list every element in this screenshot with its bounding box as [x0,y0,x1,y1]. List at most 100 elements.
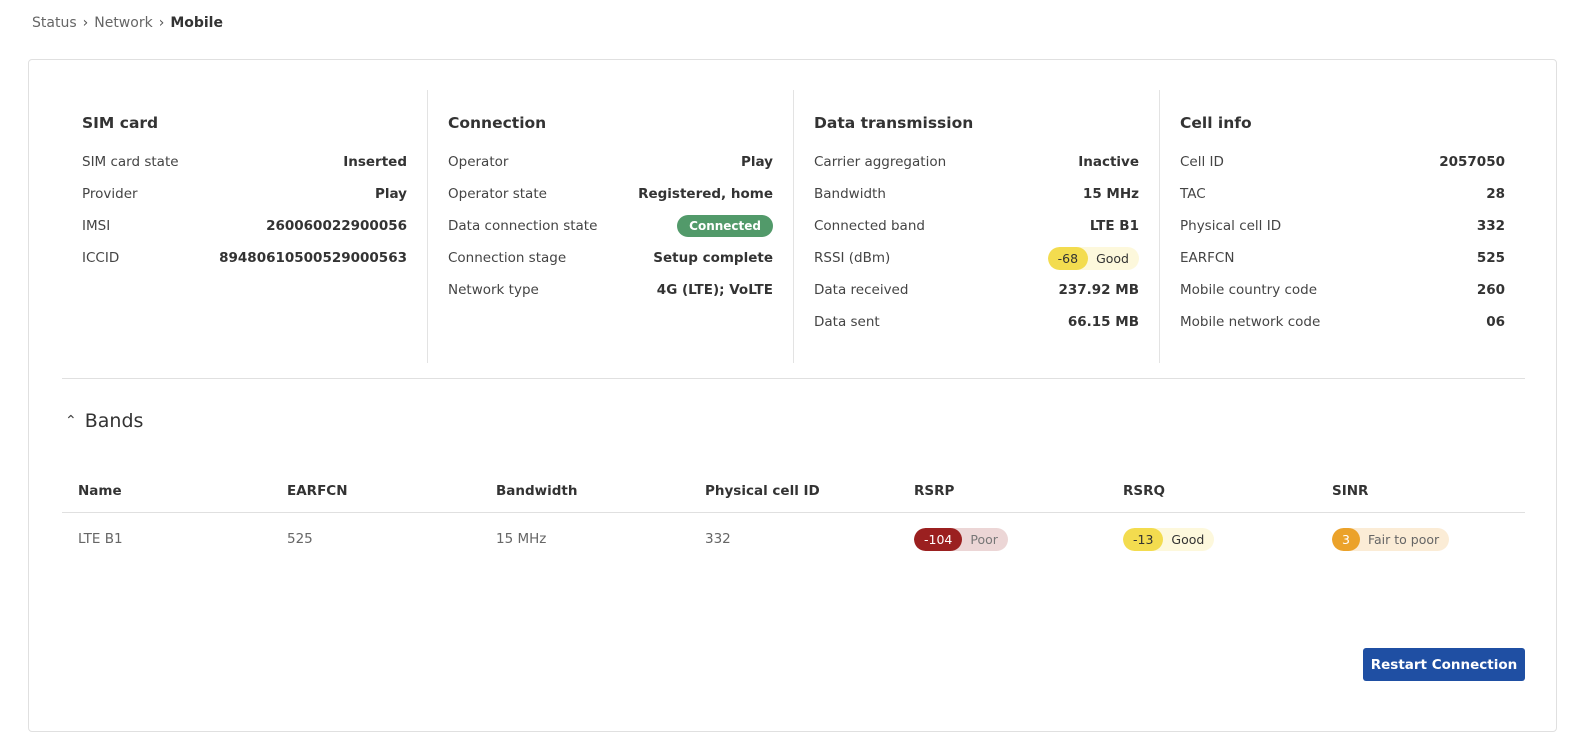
sinr-quality: Fair to poor [1367,531,1440,547]
info-row: Carrier aggregation Inactive [814,146,1139,178]
info-value: 260060022900056 [266,218,407,234]
info-label: Carrier aggregation [814,154,947,170]
breadcrumb-mobile: Mobile [170,15,223,31]
rsrp-quality: Poor [970,531,998,547]
rsrp-value: -104 [914,527,963,551]
info-value: 332 [1476,218,1505,234]
info-label: Network type [448,282,539,298]
column-header[interactable]: Physical cell ID [689,470,898,513]
info-label: ICCID [82,250,120,266]
info-row: ICCID 89480610500529000563 [82,242,407,274]
info-value: 15 MHz [1082,186,1139,202]
info-label: IMSI [82,218,111,234]
info-value: 66.15 MB [1067,314,1139,330]
info-value: Play [740,154,773,170]
rsrq-badge: -13 Good [1123,527,1215,551]
info-value: Inactive [1078,154,1139,170]
info-label: EARFCN [1180,250,1235,266]
breadcrumb-status[interactable]: Status [32,15,77,31]
bands-toggle[interactable]: ⌃ Bands [65,410,143,432]
rsrq-value: -13 [1123,527,1164,551]
info-row: Mobile network code 06 [1180,306,1505,338]
info-value: 06 [1486,314,1505,330]
column-header[interactable]: Name [62,470,271,513]
info-value: Setup complete [653,250,773,266]
info-row: Operator state Registered, home [448,178,773,210]
breadcrumb-network[interactable]: Network [94,15,153,31]
info-label: Operator state [448,186,547,202]
rsrp-badge: -104 Poor [914,527,1008,551]
info-row: Cell ID 2057050 [1180,146,1505,178]
chevron-right-icon: › [158,15,165,31]
chevron-up-icon: ⌃ [65,413,77,429]
connection-section: Connection Operator Play Operator state Regi… [427,90,793,363]
info-row: Provider Play [82,178,407,210]
info-label: Operator [448,154,509,170]
info-row: Operator Play [448,146,773,178]
band-bandwidth: 15 MHz [496,531,547,548]
sinr-value: 3 [1332,527,1360,551]
divider [62,378,1525,379]
section-title: Cell info [1180,114,1252,132]
info-row: SIM card state Inserted [82,146,407,178]
bands-title: Bands [84,410,144,432]
info-label: Provider [82,186,138,202]
data-transmission-section: Data transmission Carrier aggregation Inac… [793,90,1159,363]
band-pci: 332 [705,531,731,548]
status-badge: Connected [677,215,773,237]
restart-connection-button[interactable]: Restart Connection [1363,648,1525,681]
section-title: Data transmission [814,114,974,132]
sinr-badge: 3 Fair to poor [1332,527,1450,551]
section-title: SIM card [82,114,159,132]
column-header[interactable]: EARFCN [271,470,480,513]
info-row: Connected band LTE B1 [814,210,1139,242]
info-row: Data connection state Connected [448,210,773,242]
info-value: Inserted [343,154,407,170]
rssi-quality: Good [1096,250,1129,266]
info-label: Connected band [814,218,925,234]
column-header[interactable]: RSRP [898,470,1107,513]
info-row: TAC 28 [1180,178,1505,210]
info-label: Cell ID [1180,154,1224,170]
info-value: 525 [1476,250,1505,266]
sim-card-section: SIM card SIM card state Inserted Provider Pl… [62,90,427,363]
info-label: Data received [814,282,909,298]
info-value: Registered, home [638,186,773,202]
info-label: Bandwidth [814,186,886,202]
info-value: 2057050 [1439,154,1505,170]
chevron-right-icon: › [82,15,89,31]
info-value: LTE B1 [1089,218,1139,234]
band-name: LTE B1 [78,531,123,548]
info-row: Mobile country code 260 [1180,274,1505,306]
info-row: IMSI 260060022900056 [82,210,407,242]
info-row: Network type 4G (LTE); VoLTE [448,274,773,306]
info-label: Connection stage [448,250,567,266]
section-title: Connection [448,114,547,132]
info-label: Data sent [814,314,880,330]
rssi-badge: -68 Good [1047,246,1139,270]
info-value: Play [374,186,407,202]
info-value: 4G (LTE); VoLTE [656,282,773,298]
info-label: TAC [1180,186,1206,202]
info-row: EARFCN 525 [1180,242,1505,274]
info-label: Physical cell ID [1180,218,1282,234]
info-value: 260 [1476,282,1505,298]
column-header[interactable]: SINR [1316,470,1525,513]
mobile-status-card: SIM card SIM card state Inserted Provider Pl… [28,59,1557,732]
info-label: SIM card state [82,154,179,170]
info-row: Connection stage Setup complete [448,242,773,274]
column-header[interactable]: RSRQ [1107,470,1316,513]
breadcrumb: Status › Network › Mobile [32,15,223,31]
info-value: 28 [1486,186,1505,202]
band-earfcn: 525 [287,531,313,548]
info-value: 89480610500529000563 [219,250,407,266]
info-row: Bandwidth 15 MHz [814,178,1139,210]
column-header[interactable]: Bandwidth [480,470,689,513]
info-row: Data sent 66.15 MB [814,306,1139,338]
info-value: 237.92 MB [1058,282,1139,298]
info-row: Data received 237.92 MB [814,274,1139,306]
rsrq-quality: Good [1171,531,1205,547]
cell-info-section: Cell info Cell ID 2057050 TAC 28 Physical cel… [1159,90,1525,363]
bands-table: Name EARFCN Bandwidth Physical cell ID RSRP R… [62,470,1525,566]
info-label: Data connection state [448,218,598,234]
